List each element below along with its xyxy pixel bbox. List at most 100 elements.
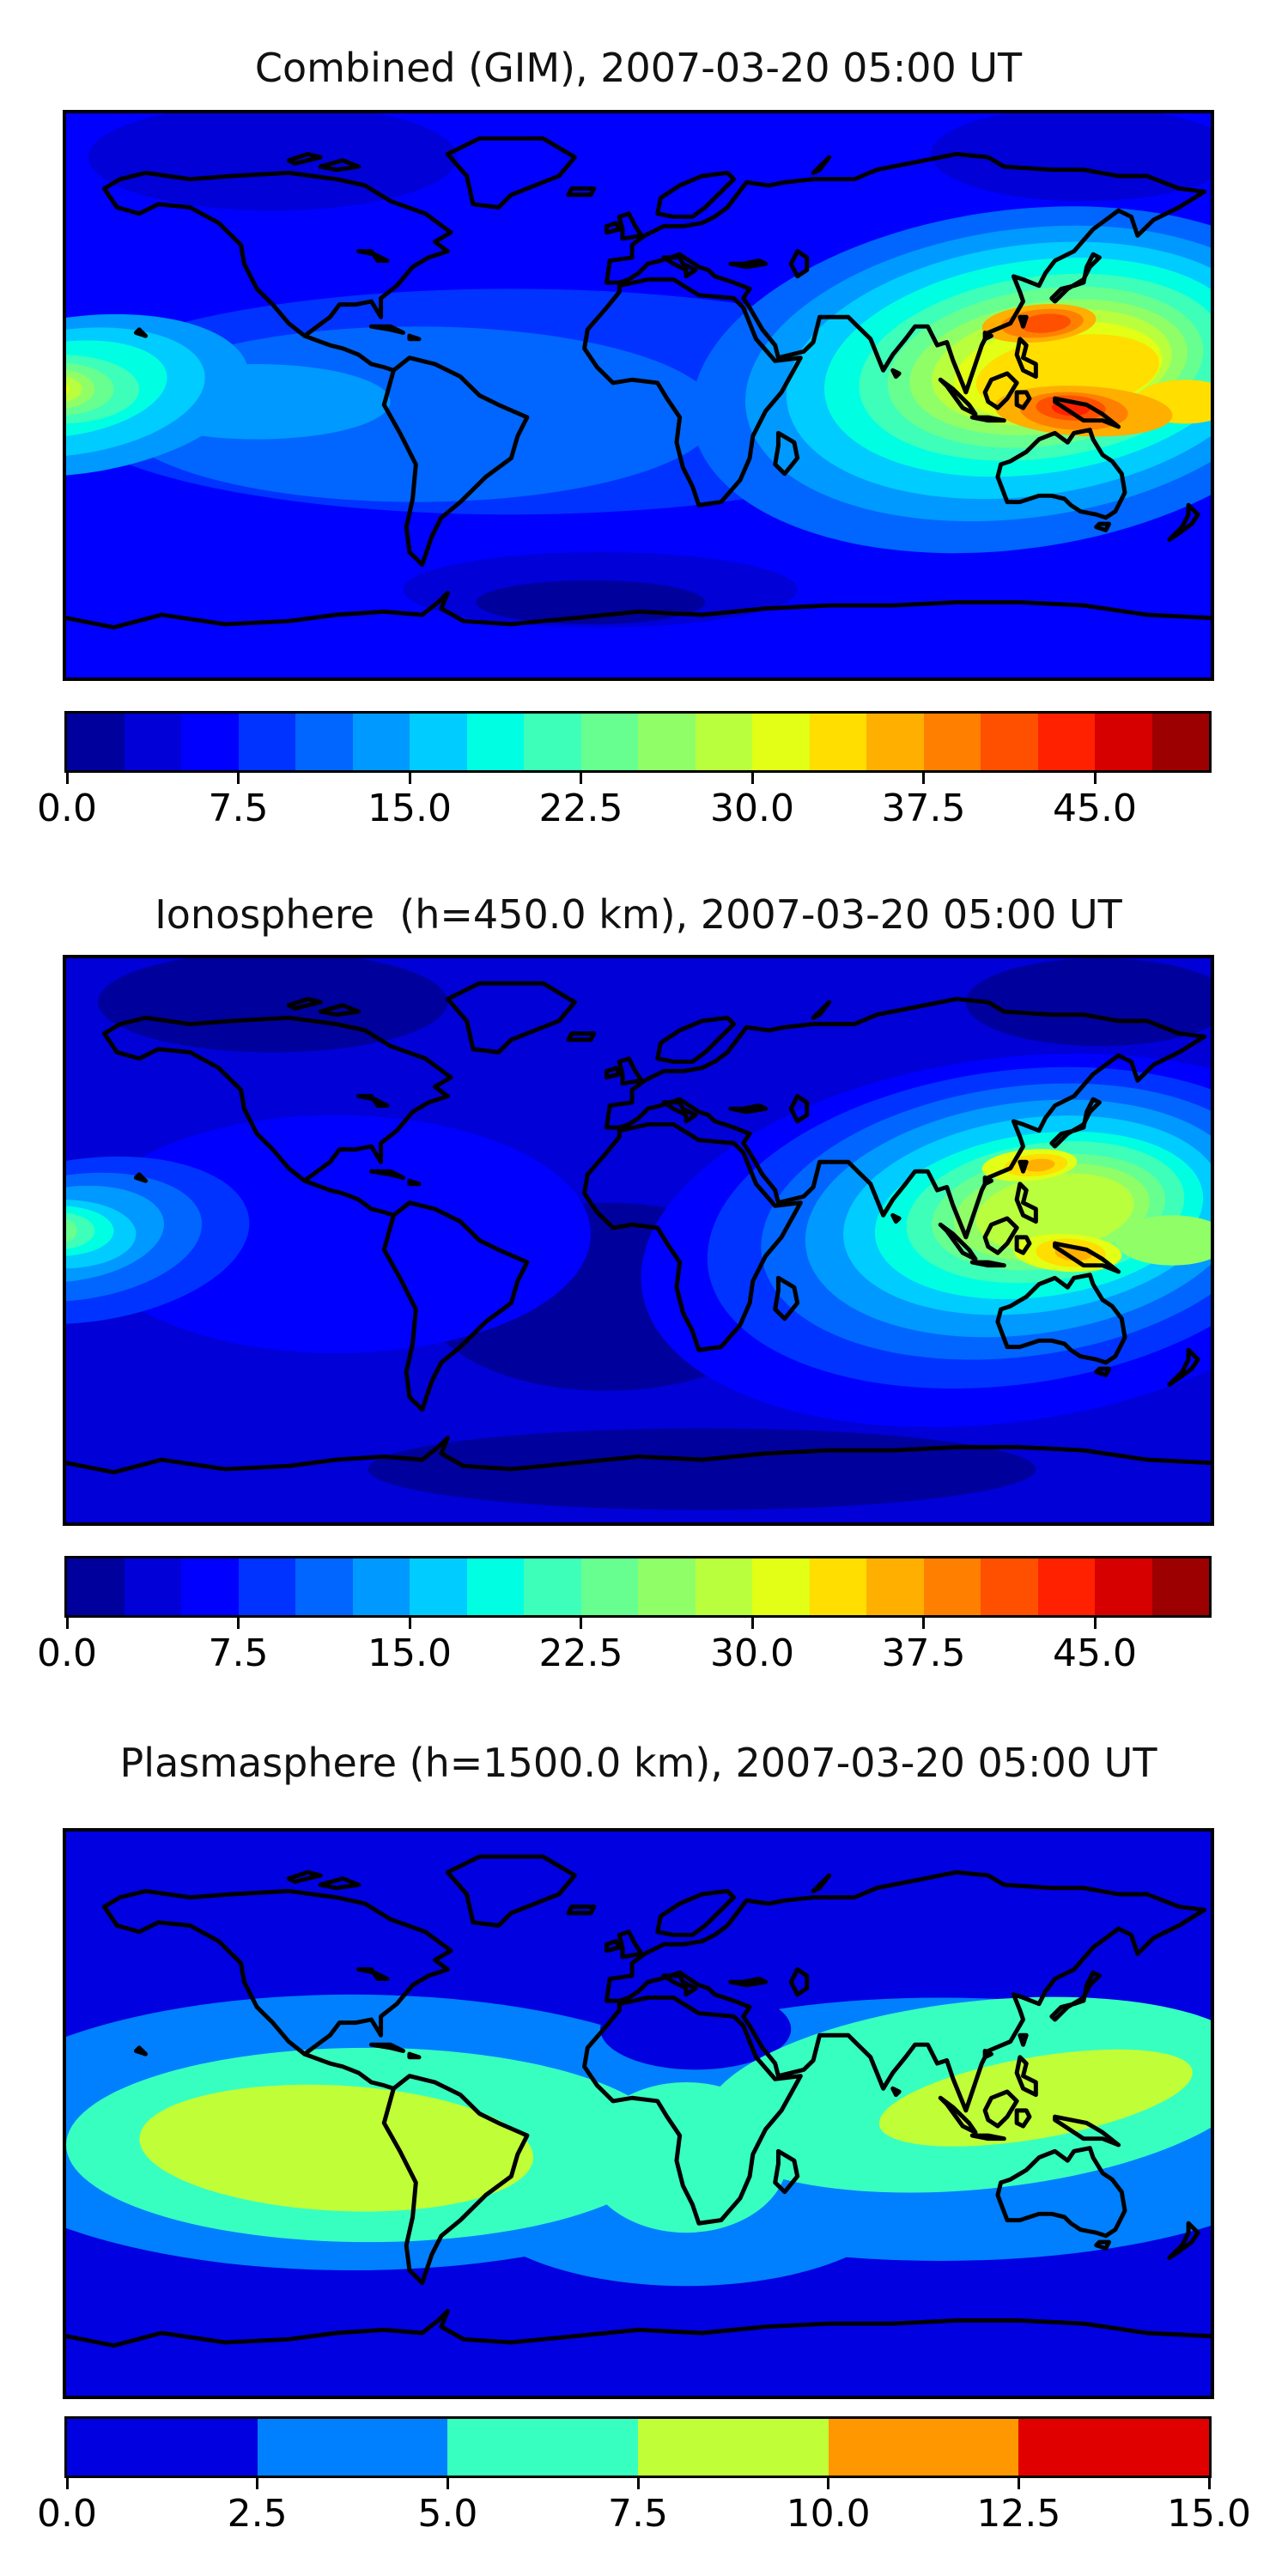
coastline [788,249,810,279]
coastline [66,2308,1211,2348]
colorbar-segment [524,714,581,770]
coastline [302,1178,396,1218]
coastline [1049,1097,1102,1149]
coastline [101,170,453,338]
coastline [356,1094,390,1109]
colorbar-segment [638,1558,696,1615]
colorbar-tick [1017,2476,1020,2489]
coastline [318,1876,361,1891]
coastline [566,186,597,197]
coastline [1053,1241,1121,1274]
coastline [655,170,737,219]
coastline [286,151,323,166]
colorbar-tick [922,1615,925,1629]
colorbar-segment [352,1558,410,1615]
colorbar-segment [1151,1558,1209,1615]
coastline [995,1273,1127,1365]
contour-level-region [931,113,1211,202]
world-map-plot-combined [63,110,1214,681]
coastline [938,1222,978,1261]
colorbar-tick [1093,1615,1097,1629]
contour-level-region [66,376,82,402]
coastline [661,1973,698,1997]
colorbar-ticks [65,2476,1211,2491]
colorbar-tick-label: 0.0 [37,1631,97,1675]
contour-level-region [368,1428,1036,1510]
coastline [101,1015,453,1183]
coastline [1018,1159,1029,1174]
coastline [302,333,396,373]
coastline [566,1905,597,1916]
contour-level-region [66,1218,77,1243]
colorbar-tick-label: 30.0 [710,787,794,830]
colorbar-segment [1037,1558,1095,1615]
coastline [982,2089,1019,2129]
coastline [811,1873,832,1893]
colorbar-tick-label: 45.0 [1053,1631,1137,1675]
colorbar-segment [981,714,1038,770]
coastline [407,2051,422,2060]
coastline [101,1888,453,2057]
colorbar-segment [238,1558,295,1615]
coastline [604,996,1207,1240]
coastline [1049,252,1102,304]
coastline [356,1967,390,1982]
colorbar-segment [580,714,638,770]
coastline [445,1854,577,1928]
coastline [982,371,1019,410]
coastline [728,1103,769,1115]
coastline [604,221,622,235]
colorbar-segment [181,714,239,770]
colorbar-tick-label: 22.5 [538,787,623,830]
contour-level-region [1115,1215,1211,1266]
coastline [1018,314,1029,329]
colorbar-segment [923,1558,981,1615]
colorbar-segment [638,714,696,770]
colorbar-segment [923,714,981,770]
colorbar-plasmasphere [64,2416,1212,2478]
map-svg [66,1832,1211,2396]
coastline [1014,2108,1032,2129]
colorbar-tick [827,2476,830,2489]
coastline [982,1216,1019,1255]
colorbar-tick [237,770,240,784]
coastline [938,2095,978,2135]
coastline [1167,502,1200,542]
coastline [1014,1235,1032,1255]
colorbar-tick [446,2476,449,2489]
colorbar-segment [466,1558,524,1615]
colorbar-tick-label: 15.0 [368,787,452,830]
coastline [381,2074,530,2286]
coastline [368,324,405,335]
coastline [982,331,994,342]
colorbar-tick [408,770,411,784]
colorbar-segment [1095,714,1152,770]
coastline [66,590,1211,630]
colorbar-tick [256,2476,259,2489]
colorbar-tick [580,1615,582,1629]
colorbar-segment [124,1558,181,1615]
colorbar-tick-label: 12.5 [976,2492,1061,2536]
colorbar-tick-label: 7.5 [208,1631,269,1675]
coastline [811,999,832,1020]
colorbar-tick [922,770,925,784]
coastline [1014,337,1038,380]
coastline [445,136,577,210]
colorbar-segment [1018,2419,1210,2476]
coastline [655,1888,737,1937]
colorbar-segment [410,714,467,770]
colorbar-tick [408,1615,411,1629]
contour-level-region [600,1988,792,2070]
colorbar-segment [809,714,866,770]
coastline [318,158,361,173]
coastline [969,415,1006,423]
coastline [1014,390,1032,410]
colorbar-segment [67,2419,258,2476]
colorbar-tick-label: 10.0 [786,2492,871,2536]
coastline [133,327,149,338]
coastline [728,1977,769,1988]
colorbar-segment [238,714,295,770]
coastline [582,1121,803,1352]
colorbar-segment [580,1558,638,1615]
coastline [661,255,698,279]
